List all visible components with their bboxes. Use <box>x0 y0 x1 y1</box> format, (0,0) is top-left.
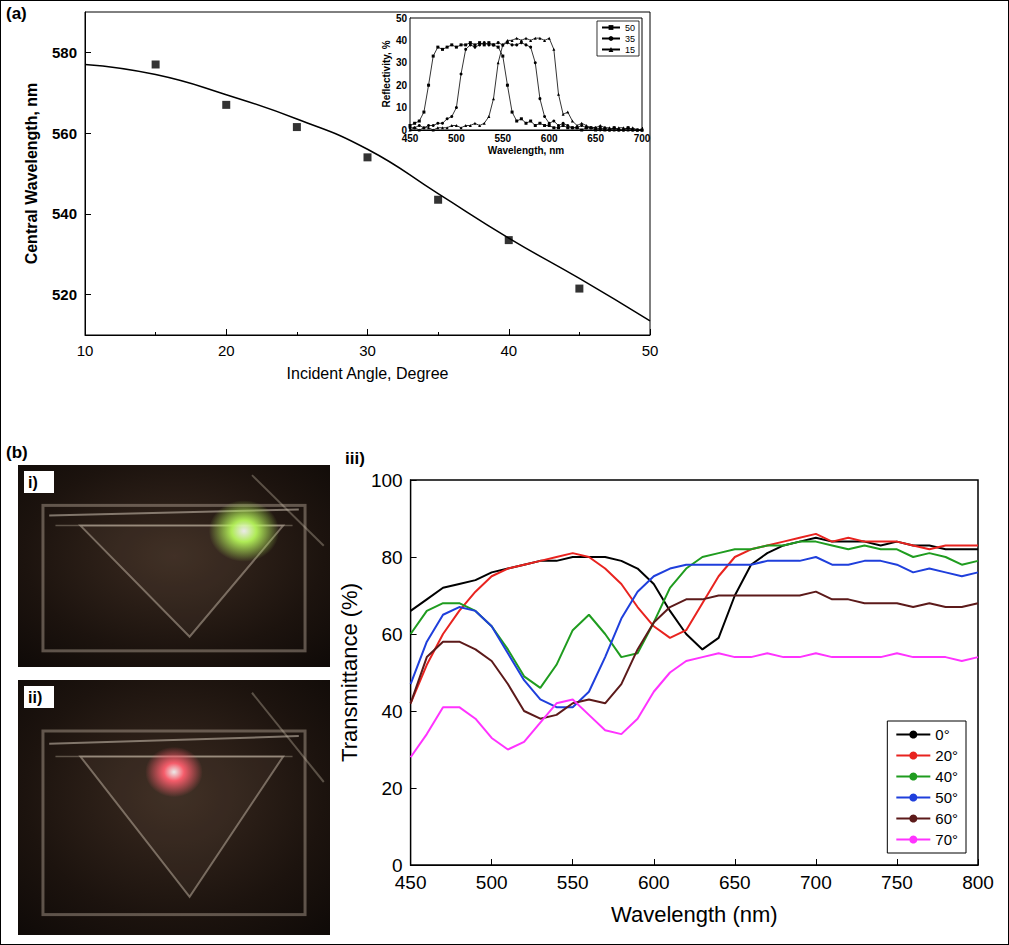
svg-text:600: 600 <box>541 133 558 144</box>
svg-text:80: 80 <box>381 547 402 568</box>
svg-text:20°: 20° <box>935 747 958 764</box>
svg-text:Transmittance (%): Transmittance (%) <box>337 583 362 762</box>
svg-text:550: 550 <box>557 872 589 893</box>
svg-text:ii): ii) <box>28 689 42 706</box>
svg-text:50°: 50° <box>935 789 958 806</box>
svg-text:50: 50 <box>625 23 635 33</box>
svg-text:700: 700 <box>634 133 651 144</box>
svg-text:500: 500 <box>476 872 508 893</box>
svg-text:i): i) <box>28 474 38 491</box>
svg-text:10: 10 <box>77 342 94 359</box>
svg-text:40: 40 <box>396 35 408 46</box>
svg-text:Reflectivity, %: Reflectivity, % <box>381 40 392 107</box>
svg-text:50: 50 <box>396 13 408 24</box>
svg-text:Central Wavelength, nm: Central Wavelength, nm <box>23 83 40 265</box>
svg-text:70°: 70° <box>935 831 958 848</box>
svg-text:30: 30 <box>396 57 408 68</box>
svg-text:560: 560 <box>52 125 77 142</box>
svg-text:60°: 60° <box>935 810 958 827</box>
svg-text:0°: 0° <box>935 726 949 743</box>
svg-text:Wavelength (nm): Wavelength (nm) <box>611 902 778 927</box>
svg-text:580: 580 <box>52 44 77 61</box>
svg-text:20: 20 <box>218 342 235 359</box>
svg-text:10: 10 <box>396 102 408 113</box>
svg-text:60: 60 <box>381 624 402 645</box>
svg-text:450: 450 <box>402 133 419 144</box>
svg-text:550: 550 <box>494 133 511 144</box>
svg-text:800: 800 <box>962 872 994 893</box>
svg-text:500: 500 <box>448 133 465 144</box>
svg-text:40: 40 <box>500 342 517 359</box>
svg-text:750: 750 <box>881 872 913 893</box>
svg-text:20: 20 <box>396 80 408 91</box>
svg-text:650: 650 <box>719 872 751 893</box>
svg-text:100: 100 <box>371 470 403 491</box>
svg-text:30: 30 <box>359 342 376 359</box>
svg-text:15: 15 <box>625 45 635 55</box>
svg-text:50: 50 <box>642 342 659 359</box>
svg-text:Wavelength, nm: Wavelength, nm <box>488 145 564 156</box>
svg-text:35: 35 <box>625 34 635 44</box>
html-text:(b): (b) <box>6 443 28 462</box>
svg-text:540: 540 <box>52 205 77 222</box>
svg-text:520: 520 <box>52 286 77 303</box>
html-text:(a): (a) <box>6 4 27 23</box>
svg-text:0: 0 <box>392 854 403 876</box>
svg-text:40: 40 <box>381 701 402 722</box>
svg-text:Incident Angle, Degree: Incident Angle, Degree <box>287 365 449 382</box>
svg-text:0: 0 <box>401 124 407 136</box>
svg-text:650: 650 <box>587 133 604 144</box>
svg-text:700: 700 <box>800 872 832 893</box>
svg-text:600: 600 <box>638 872 670 893</box>
svg-text:40°: 40° <box>935 768 958 785</box>
svg-text:20: 20 <box>381 778 402 799</box>
html-text:iii): iii) <box>345 449 365 468</box>
svg-text:450: 450 <box>395 872 427 893</box>
